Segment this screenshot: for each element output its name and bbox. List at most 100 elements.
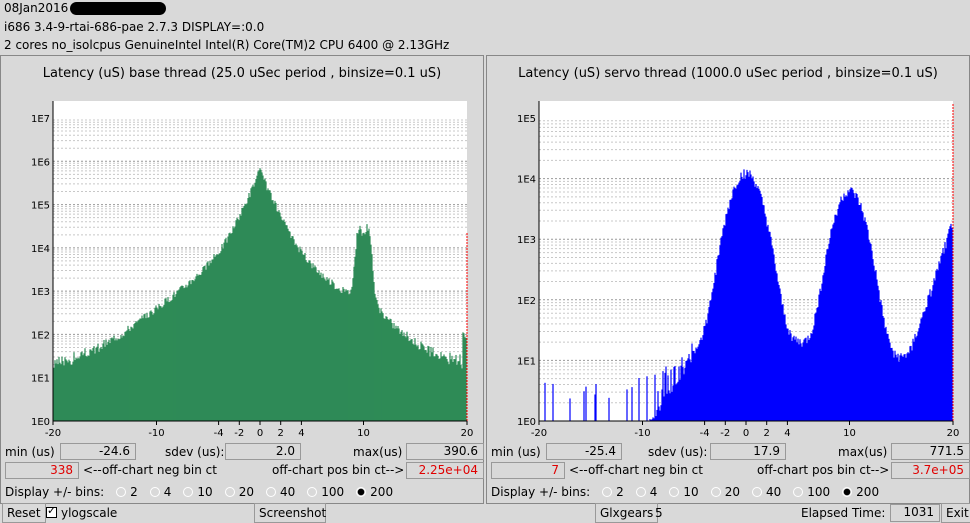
servo-thread-panel: Latency (uS) servo thread (1000.0 uSec p… (486, 55, 970, 504)
x-tick-label: 0 (743, 428, 749, 439)
histogram-bars (544, 169, 953, 421)
bins-option-200[interactable]: 200 (842, 485, 879, 499)
sdev-label: sdev (us): (165, 445, 225, 459)
header-date-line: 08Jan2016 (4, 1, 167, 15)
bins-option-2[interactable]: 2 (116, 485, 138, 499)
bins-option-label: 40 (279, 485, 296, 499)
bins-option-label: 2 (616, 485, 624, 499)
x-tick-label: 10 (843, 428, 856, 439)
y-tick-label: 1E0 (517, 417, 536, 428)
display-bins-label: Display +/- bins: (5, 485, 105, 499)
bins-option-10[interactable]: 10 (183, 485, 213, 499)
x-tick-label: -20 (531, 428, 547, 439)
glxgears-button[interactable]: Glxgears (595, 503, 659, 523)
radio-button[interactable] (224, 487, 235, 497)
neg-bin-label: <--off-chart neg bin ct (83, 463, 217, 477)
max-value: 771.5 (891, 443, 970, 460)
bins-option-label: 2 (130, 485, 138, 499)
pos-bin-label: off-chart pos bin ct--> (272, 463, 405, 477)
radio-button[interactable] (602, 487, 613, 497)
neg-bin-count: 338 (5, 462, 79, 479)
bins-option-20[interactable]: 20 (224, 485, 254, 499)
x-tick-label: -10 (148, 428, 164, 439)
y-tick-label: 1E4 (31, 244, 50, 255)
radio-button[interactable] (710, 487, 721, 497)
radio-button[interactable] (265, 487, 276, 497)
radio-button[interactable] (793, 487, 804, 497)
date-label: 08Jan2016 (4, 1, 69, 15)
min-label: min (us) (5, 445, 55, 459)
bins-option-label: 10 (197, 485, 213, 499)
x-tick-label: 10 (357, 428, 370, 439)
radio-button[interactable] (669, 487, 680, 497)
x-tick-label: 2 (278, 428, 284, 439)
radio-button[interactable] (356, 487, 367, 497)
ylogscale-checkbox[interactable] (46, 504, 57, 518)
x-tick-label: -2 (234, 428, 244, 439)
y-tick-label: 1E5 (31, 201, 50, 212)
display-bins-label: Display +/- bins: (491, 485, 591, 499)
exit-button[interactable]: Exit (941, 503, 970, 523)
radio-button[interactable] (149, 487, 160, 497)
bins-option-100[interactable]: 100 (793, 485, 830, 499)
radio-button[interactable] (635, 487, 646, 497)
bins-option-label: 4 (649, 485, 658, 499)
x-tick-label: -4 (700, 428, 710, 439)
y-tick-label: 1E1 (31, 374, 50, 385)
radio-button[interactable] (307, 487, 318, 497)
bins-option-label: 20 (724, 485, 740, 499)
elapsed-label: Elapsed Time: (801, 506, 886, 520)
y-tick-label: 1E4 (517, 175, 536, 186)
bins-option-2[interactable]: 2 (602, 485, 624, 499)
bins-option-20[interactable]: 20 (710, 485, 740, 499)
ylogscale-toggle[interactable]: ylogscale (46, 504, 117, 520)
radio-button[interactable] (116, 487, 127, 497)
bins-option-40[interactable]: 40 (751, 485, 782, 499)
bins-option-4[interactable]: 4 (149, 485, 171, 499)
x-tick-label: -2 (720, 428, 730, 439)
y-tick-label: 1E1 (517, 356, 536, 367)
max-label: max(us) (838, 445, 888, 459)
bins-option-label: 40 (765, 485, 782, 499)
bins-option-100[interactable]: 100 (307, 485, 344, 499)
radio-button[interactable] (842, 487, 853, 497)
x-tick-label: -4 (214, 428, 224, 439)
base-thread-title: Latency (uS) base thread (25.0 uSec peri… (42, 66, 442, 81)
x-tick-label: 4 (298, 428, 304, 439)
servo-thread-title: Latency (uS) servo thread (1000.0 uSec p… (518, 66, 938, 81)
min-label: min (us) (491, 445, 541, 459)
y-tick-label: 1E2 (517, 296, 536, 307)
pos-bin-count: 2.25e+04 (406, 462, 484, 479)
y-tick-label: 1E3 (517, 235, 536, 246)
x-tick-label: 4 (784, 428, 790, 439)
bins-option-40[interactable]: 40 (265, 485, 296, 499)
y-tick-label: 1E6 (31, 157, 50, 168)
sdev-value: 17.9 (710, 443, 786, 460)
y-tick-label: 1E2 (31, 330, 50, 341)
bins-option-label: 10 (683, 485, 699, 499)
display-bins-row: Display +/- bins: 2 4 10 20 40 100 200 (5, 485, 393, 499)
radio-button[interactable] (751, 487, 762, 497)
radio-button[interactable] (183, 487, 194, 497)
x-tick-label: -10 (634, 428, 650, 439)
bins-option-label: 200 (370, 485, 394, 499)
bins-option-4[interactable]: 4 (635, 485, 658, 499)
screenshot-button[interactable]: Screenshot (254, 503, 326, 523)
display-bins-row: Display +/- bins: 2 4 10 20 40 100 200 (491, 485, 879, 499)
base-thread-panel: Latency (uS) base thread (25.0 uSec peri… (0, 55, 484, 504)
reset-button[interactable]: Reset (2, 503, 46, 523)
pos-bin-label: off-chart pos bin ct--> (757, 463, 890, 477)
sdev-value: 2.0 (225, 443, 301, 460)
glxgears-count: 5 (655, 506, 663, 520)
redacted-hostname (70, 2, 167, 15)
max-value: 390.6 (406, 443, 484, 460)
system-info-line: i686 3.4-9-rtai-686-pae 2.7.3 DISPLAY=:0… (4, 20, 265, 34)
bins-option-label: 200 (856, 485, 880, 499)
bins-option-200[interactable]: 200 (356, 485, 393, 499)
bins-option-10[interactable]: 10 (669, 485, 699, 499)
y-tick-label: 1E3 (31, 287, 50, 298)
pos-bin-count: 3.7e+05 (891, 462, 970, 479)
y-tick-label: 1E7 (31, 114, 50, 125)
